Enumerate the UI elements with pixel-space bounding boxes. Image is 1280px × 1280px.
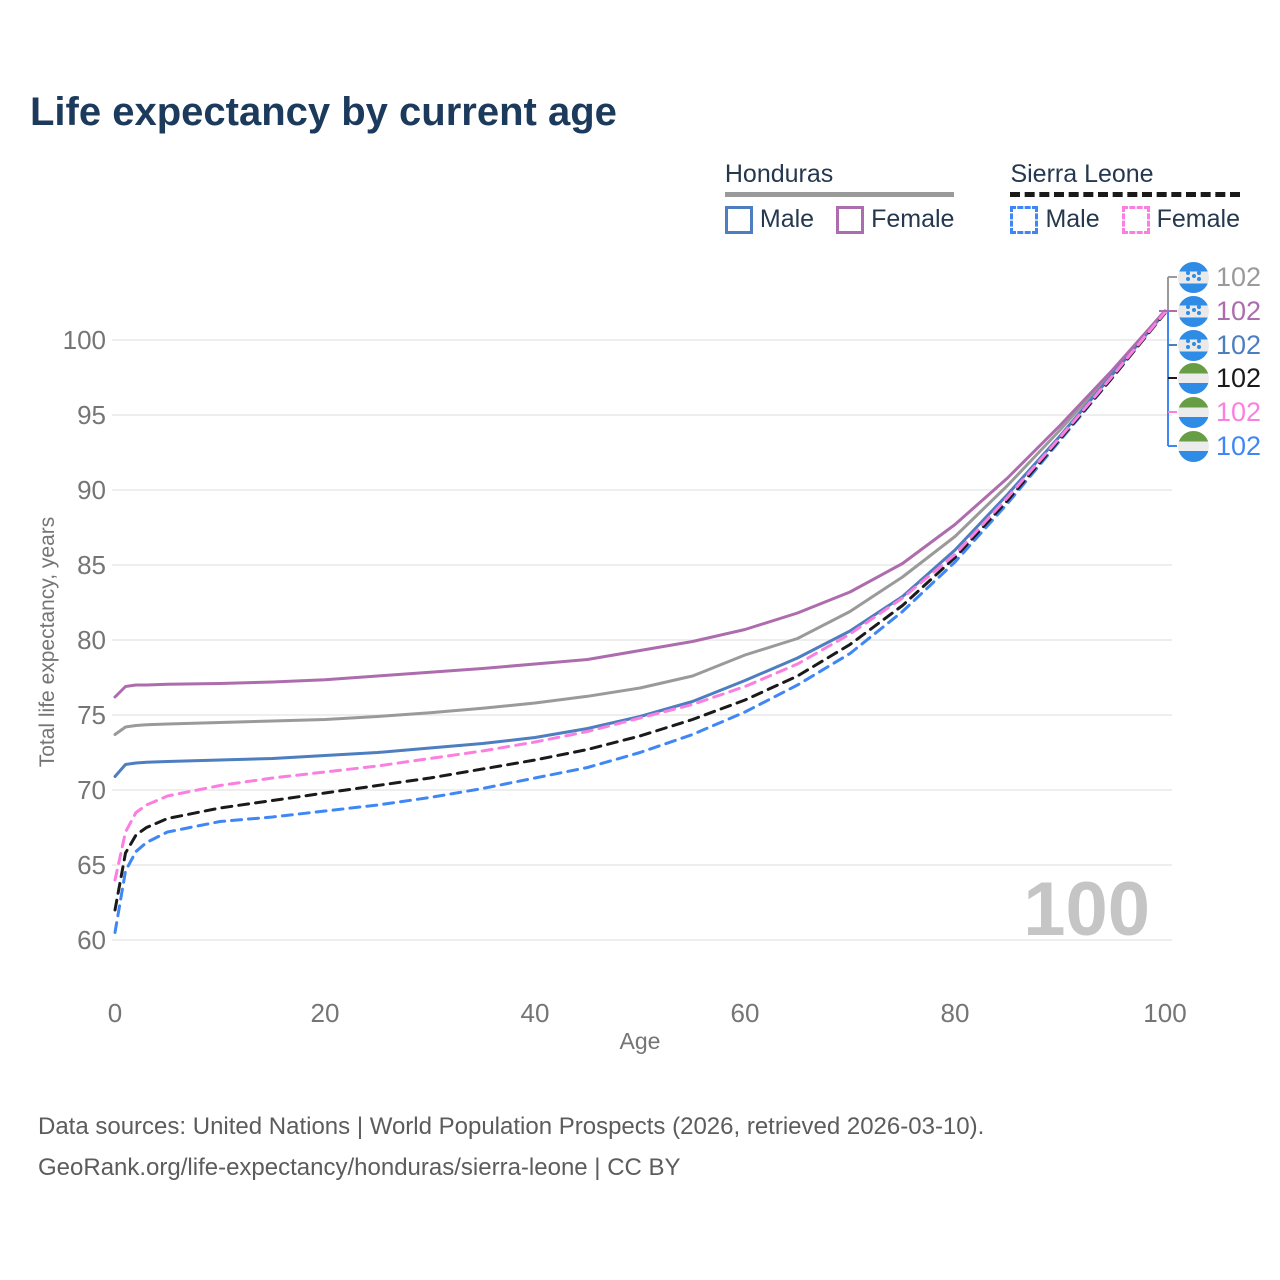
legend-items-row: Male Female [724, 205, 954, 234]
legend-item-label: Male [759, 205, 815, 233]
end-label-row-honduras-female: 102 [1178, 295, 1262, 327]
end-value: 102 [1216, 396, 1262, 427]
legend-swatch [836, 205, 865, 234]
flag-star [1186, 271, 1190, 275]
flag-star [1197, 344, 1201, 349]
legend: Honduras Male Female Sierra Leone Male Female [724, 160, 1240, 234]
flag-star [1186, 310, 1190, 315]
end-value: 102 [1216, 362, 1262, 393]
x-tick-0: 0 [108, 998, 122, 1028]
end-label-row-sierra-leone-female: 102 [1178, 396, 1262, 428]
flag-star [1197, 276, 1201, 281]
honduras-flag-icon [1178, 261, 1209, 293]
y-tick-60: 60 [77, 925, 106, 955]
x-axis-title: Age [619, 1028, 661, 1054]
flag-star [1186, 344, 1190, 349]
x-tick-40: 40 [521, 998, 550, 1028]
end-label-row-honduras-both-sexes: 102 [1178, 261, 1262, 293]
page-title: Life expectancy by current age [30, 90, 617, 134]
legend-item-honduras-male[interactable]: Male [724, 205, 815, 234]
chart-canvas: 60 65 70 75 80 85 90 95 100 0 20 40 60 80 100 [63, 276, 1187, 1028]
footer: Data sources: United Nations | World Pop… [38, 1106, 984, 1188]
series-line-honduras-both-sexes [113, 310, 1167, 736]
y-tick-100: 100 [63, 325, 106, 355]
end-label-row-sierra-leone-male: 102 [1178, 430, 1262, 462]
flag-star [1197, 310, 1201, 315]
legend-swatch [1121, 205, 1150, 234]
x-tick-20: 20 [311, 998, 340, 1028]
data-sources-line: Data sources: United Nations | World Pop… [38, 1113, 985, 1140]
legend-swatch [1010, 205, 1039, 234]
y-tick-65: 65 [77, 850, 106, 880]
end-label-row-honduras-male: 102 [1178, 329, 1262, 361]
legend-group-sierra-leone: Sierra Leone Male Female [1010, 160, 1240, 234]
flag-star [1186, 276, 1190, 281]
legend-item-sierra-leone-female[interactable]: Female [1121, 205, 1240, 234]
end-label-row-sierra-leone-both-sexes: 102 [1178, 362, 1262, 394]
end-value: 102 [1216, 329, 1262, 360]
y-tick-95: 95 [77, 400, 106, 430]
y-tick-80: 80 [77, 625, 106, 655]
legend-item-honduras-female[interactable]: Female [836, 205, 954, 234]
series-line-sierra-leone-female [113, 310, 1167, 882]
flag-star [1186, 305, 1190, 309]
sierra-leone-flag-icon [1178, 362, 1209, 394]
end-value: 102 [1216, 261, 1262, 292]
sierra-leone-flag-icon [1178, 430, 1209, 462]
flag-star [1191, 273, 1196, 278]
x-tick-100: 100 [1143, 998, 1186, 1028]
legend-swatch [724, 205, 753, 234]
legend-item-sierra-leone-male[interactable]: Male [1010, 205, 1100, 234]
series-line-sierra-leone-both-sexes [113, 311, 1167, 912]
age-counter-watermark: 100 [1023, 867, 1150, 952]
flag-star [1191, 341, 1196, 346]
x-tick-60: 60 [731, 998, 760, 1028]
series-line-honduras-male [113, 310, 1167, 778]
legend-item-label: Male [1045, 205, 1100, 233]
legend-group-label[interactable]: Honduras [724, 160, 834, 188]
legend-item-label: Female [1156, 205, 1240, 233]
series-line-honduras-female [113, 309, 1167, 699]
y-tick-85: 85 [77, 550, 106, 580]
honduras-flag-icon [1178, 329, 1209, 361]
legend-group-label[interactable]: Sierra Leone [1010, 160, 1154, 188]
legend-item-label: Female [871, 205, 955, 233]
attribution-line: GeoRank.org/life-expectancy/honduras/sie… [38, 1154, 681, 1181]
flag-star [1186, 339, 1190, 343]
sierra-leone-flag-icon [1178, 396, 1209, 428]
end-value: 102 [1216, 430, 1262, 461]
flag-star [1197, 339, 1201, 343]
end-value: 102 [1216, 295, 1262, 326]
flag-star [1197, 305, 1201, 309]
legend-group-line-sample [1010, 192, 1240, 197]
y-tick-75: 75 [77, 700, 106, 730]
flag-star [1191, 307, 1196, 312]
x-tick-80: 80 [941, 998, 970, 1028]
y-axis-title: Total life expectancy, years [36, 516, 59, 768]
series-line-sierra-leone-male [113, 311, 1167, 934]
y-tick-90: 90 [77, 475, 106, 505]
flag-star [1197, 271, 1201, 275]
legend-items-row: Male Female [1010, 205, 1240, 234]
legend-group-honduras: Honduras Male Female [724, 160, 955, 234]
y-tick-70: 70 [77, 775, 106, 805]
legend-group-line-sample [724, 192, 955, 197]
honduras-flag-icon [1178, 295, 1209, 327]
